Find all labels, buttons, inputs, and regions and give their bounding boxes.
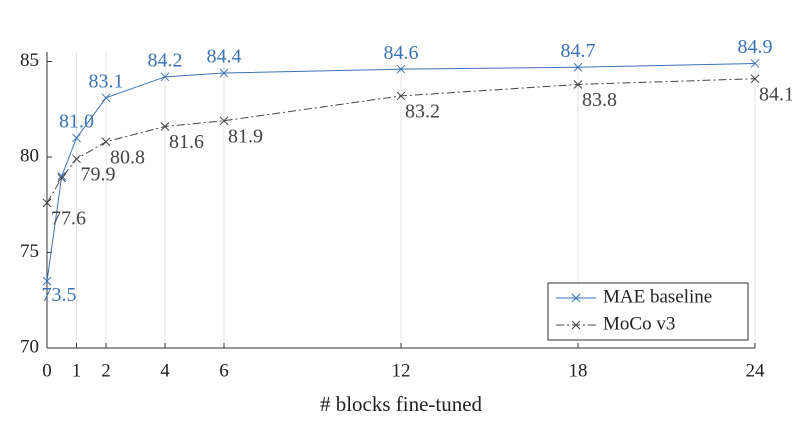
legend-label: MAE baseline: [603, 286, 712, 307]
legend-marker: [571, 293, 581, 303]
marker: [573, 80, 583, 89]
data-label: 81.0: [59, 111, 94, 133]
data-label: 81.6: [169, 131, 204, 153]
x-tick-label: 12: [392, 360, 411, 381]
data-label: 80.8: [110, 146, 145, 168]
x-tick-label: 2: [101, 360, 111, 381]
x-tick-label: 4: [160, 360, 170, 381]
legend-box: [547, 282, 749, 341]
data-label: 79.9: [81, 164, 116, 186]
x-tick-label: 0: [42, 360, 52, 381]
legend-marker: [571, 320, 581, 330]
data-label: 84.2: [148, 49, 183, 71]
data-label: 77.6: [51, 207, 86, 229]
marker: [72, 154, 81, 164]
marker: [42, 276, 52, 286]
x-tick-label: 6: [219, 360, 229, 381]
marker: [57, 171, 67, 181]
y-tick-label: 75: [20, 241, 39, 262]
x-tick-label: 18: [569, 360, 588, 381]
x-axis-label: # blocks fine-tuned: [320, 392, 483, 416]
data-label: 73.5: [42, 284, 77, 306]
marker: [42, 198, 52, 208]
marker: [101, 93, 111, 103]
marker: [396, 91, 406, 101]
data-label: 84.4: [207, 46, 242, 68]
y-tick-label: 85: [20, 50, 39, 71]
marker: [219, 116, 229, 126]
data-label: 84.6: [384, 42, 419, 64]
marker: [160, 122, 170, 131]
x-tick-label: 1: [72, 360, 82, 381]
data-label: 84.1: [759, 83, 792, 105]
marker: [219, 68, 229, 78]
y-tick-label: 80: [20, 145, 39, 166]
data-label: 84.7: [561, 40, 596, 62]
data-label: 84.9: [738, 36, 773, 58]
marker: [750, 59, 760, 68]
marker: [396, 64, 406, 74]
data-label: 83.8: [582, 89, 617, 111]
marker: [573, 62, 583, 72]
marker: [750, 74, 760, 84]
data-label: 83.1: [89, 70, 124, 92]
legend-label: MoCo v3: [603, 313, 675, 334]
data-label: 83.2: [405, 101, 440, 123]
data-label: 81.9: [228, 125, 263, 147]
marker: [72, 133, 81, 143]
y-tick-label: 70: [20, 336, 39, 357]
marker: [101, 137, 111, 147]
marker: [160, 72, 170, 82]
x-tick-label: 24: [746, 360, 766, 381]
marker: [57, 173, 67, 183]
